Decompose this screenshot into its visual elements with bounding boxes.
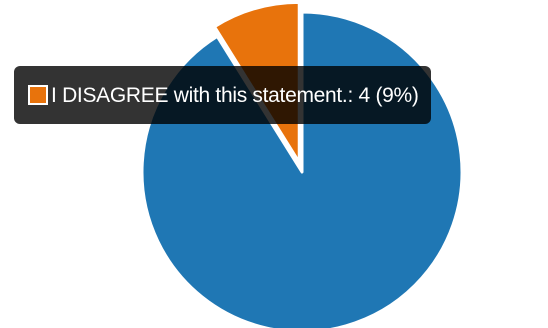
pie-slice-1[interactable] [140, 10, 464, 328]
pie-slices [140, 0, 464, 328]
tooltip-color-swatch [28, 85, 48, 105]
slice-tooltip: I DISAGREE with this statement.: 4 (9%) [14, 66, 431, 124]
tooltip-text: I DISAGREE with this statement.: 4 (9%) [51, 83, 419, 107]
